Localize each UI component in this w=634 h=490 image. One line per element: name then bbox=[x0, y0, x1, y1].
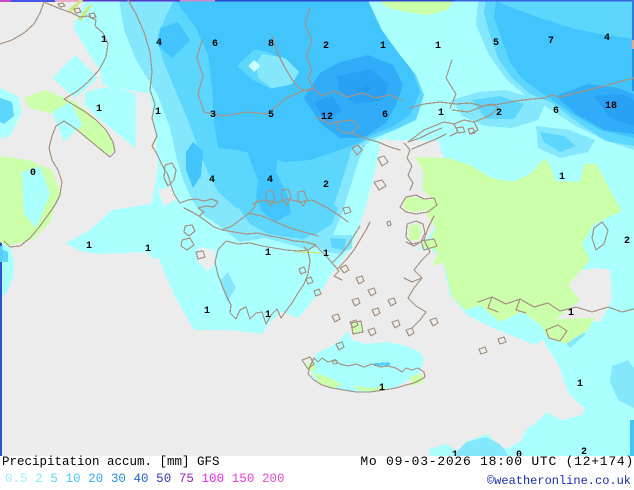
svg-text:2: 2 bbox=[581, 447, 587, 456]
svg-text:1: 1 bbox=[204, 306, 210, 317]
svg-text:4: 4 bbox=[604, 33, 610, 44]
svg-text:1: 1 bbox=[435, 41, 441, 52]
svg-text:1: 1 bbox=[577, 379, 583, 390]
svg-text:1: 1 bbox=[145, 244, 151, 255]
svg-text:2: 2 bbox=[323, 41, 329, 52]
svg-text:0: 0 bbox=[30, 168, 36, 179]
svg-text:2: 2 bbox=[624, 236, 630, 247]
svg-text:2: 2 bbox=[323, 180, 329, 191]
svg-text:1: 1 bbox=[559, 172, 565, 183]
svg-text:1: 1 bbox=[380, 41, 386, 52]
svg-text:4: 4 bbox=[267, 175, 273, 186]
svg-text:1: 1 bbox=[323, 249, 329, 260]
svg-text:1: 1 bbox=[155, 107, 161, 118]
svg-text:1: 1 bbox=[438, 108, 444, 119]
svg-text:1: 1 bbox=[452, 450, 458, 456]
svg-text:5: 5 bbox=[493, 38, 499, 49]
svg-text:4: 4 bbox=[156, 38, 162, 49]
svg-text:6: 6 bbox=[382, 110, 388, 121]
svg-text:2: 2 bbox=[496, 108, 502, 119]
svg-text:1: 1 bbox=[265, 310, 271, 321]
svg-text:3: 3 bbox=[210, 110, 216, 121]
svg-text:18: 18 bbox=[605, 101, 617, 112]
svg-text:1: 1 bbox=[96, 104, 102, 115]
svg-text:12: 12 bbox=[321, 112, 333, 123]
svg-text:7: 7 bbox=[548, 36, 554, 47]
svg-text:1: 1 bbox=[379, 383, 385, 394]
svg-text:1: 1 bbox=[265, 248, 271, 259]
svg-text:8: 8 bbox=[268, 39, 274, 50]
svg-text:1: 1 bbox=[568, 308, 574, 319]
svg-text:6: 6 bbox=[212, 39, 218, 50]
svg-text:1: 1 bbox=[86, 241, 92, 252]
svg-text:5: 5 bbox=[268, 110, 274, 121]
svg-text:6: 6 bbox=[553, 106, 559, 117]
svg-text:4: 4 bbox=[209, 175, 215, 186]
svg-text:1: 1 bbox=[101, 35, 107, 46]
svg-text:0: 0 bbox=[516, 450, 522, 456]
